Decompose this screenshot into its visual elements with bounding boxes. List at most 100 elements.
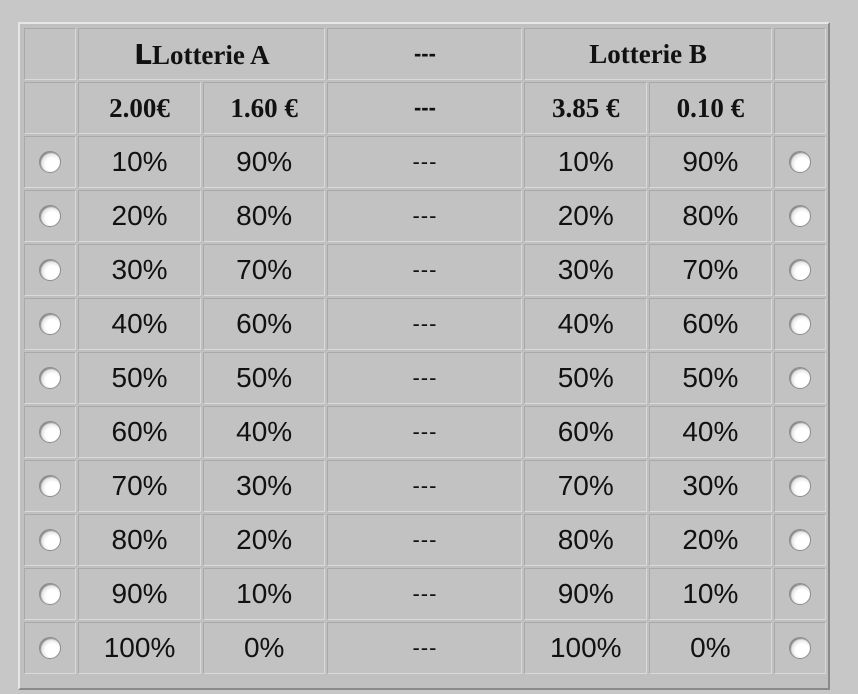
radio-choose-lottery-b[interactable] xyxy=(788,529,811,551)
radio-cell-a xyxy=(24,406,77,458)
lottery-a-prob-high: 40% xyxy=(78,298,201,350)
radio-choose-lottery-b[interactable] xyxy=(788,313,811,335)
lottery-a-prob-low: 20% xyxy=(202,514,326,566)
radio-choose-lottery-a[interactable] xyxy=(39,205,62,227)
lottery-a-prob-low: 80% xyxy=(202,190,326,242)
row-separator: --- xyxy=(327,514,523,566)
radio-choose-lottery-a[interactable] xyxy=(39,637,62,659)
lottery-a-title: Lotterie A xyxy=(151,39,270,70)
header-row-payoffs: 2.00€ 1.60 € --- 3.85 € 0.10 € xyxy=(24,82,826,134)
radio-choose-lottery-a[interactable] xyxy=(39,151,62,173)
lottery-b-prob-low: 10% xyxy=(649,568,772,620)
lottery-b-prob-low: 40% xyxy=(649,406,772,458)
radio-choose-lottery-a[interactable] xyxy=(39,259,62,281)
lottery-a-prob-high: 60% xyxy=(78,406,201,458)
lottery-b-prob-high: 40% xyxy=(524,298,648,350)
row-separator: --- xyxy=(327,136,523,188)
radio-cell-b xyxy=(773,568,826,620)
radio-cell-a xyxy=(24,514,77,566)
row-separator: --- xyxy=(327,244,523,296)
lottery-b-prob-low: 90% xyxy=(649,136,772,188)
row-separator: --- xyxy=(327,568,523,620)
radio-cell-a xyxy=(24,136,77,188)
table-row: 20% 80% --- 20% 80% xyxy=(24,190,826,242)
lottery-b-prob-low: 0% xyxy=(649,622,772,674)
radio-cell-a xyxy=(24,298,77,350)
table-row: 10% 90% --- 10% 90% xyxy=(24,136,826,188)
lottery-b-prob-low: 80% xyxy=(649,190,772,242)
lottery-a-prob-low: 10% xyxy=(202,568,326,620)
table-body: LLotterie A --- Lotterie B 2.00€ 1.60 € … xyxy=(24,28,826,674)
header-empty-left xyxy=(24,28,77,80)
radio-cell-a xyxy=(24,460,77,512)
lottery-a-prob-high: 70% xyxy=(78,460,201,512)
radio-cell-b xyxy=(773,190,826,242)
payoff-empty-right xyxy=(773,82,826,134)
lottery-a-prob-low: 40% xyxy=(202,406,326,458)
lottery-a-prob-low: 70% xyxy=(202,244,326,296)
radio-choose-lottery-b[interactable] xyxy=(788,259,811,281)
row-separator: --- xyxy=(327,460,523,512)
lottery-b-prob-high: 70% xyxy=(524,460,648,512)
lottery-a-prob-low: 90% xyxy=(202,136,326,188)
radio-cell-b xyxy=(773,460,826,512)
lottery-a-prob-high: 50% xyxy=(78,352,201,404)
table-row: 40% 60% --- 40% 60% xyxy=(24,298,826,350)
radio-cell-b xyxy=(773,622,826,674)
lottery-a-prob-high: 90% xyxy=(78,568,201,620)
lottery-a-prob-low: 0% xyxy=(202,622,326,674)
lottery-a-low-payoff: 1.60 € xyxy=(202,82,326,134)
radio-cell-a xyxy=(24,352,77,404)
lottery-a-prob-high: 80% xyxy=(78,514,201,566)
radio-choose-lottery-b[interactable] xyxy=(788,205,811,227)
lottery-a-prob-high: 10% xyxy=(78,136,201,188)
radio-cell-b xyxy=(773,136,826,188)
lottery-b-title: Lotterie B xyxy=(524,28,772,80)
radio-choose-lottery-a[interactable] xyxy=(39,367,62,389)
radio-choose-lottery-b[interactable] xyxy=(788,151,811,173)
radio-choose-lottery-a[interactable] xyxy=(39,529,62,551)
radio-choose-lottery-a[interactable] xyxy=(39,583,62,605)
radio-choose-lottery-b[interactable] xyxy=(788,367,811,389)
lottery-b-prob-high: 50% xyxy=(524,352,648,404)
lottery-b-prob-low: 70% xyxy=(649,244,772,296)
lottery-b-prob-low: 20% xyxy=(649,514,772,566)
radio-choose-lottery-b[interactable] xyxy=(788,421,811,443)
radio-cell-a xyxy=(24,244,77,296)
lottery-b-prob-high: 90% xyxy=(524,568,648,620)
header-row-titles: LLotterie A --- Lotterie B xyxy=(24,28,826,80)
lottery-b-prob-high: 60% xyxy=(524,406,648,458)
radio-choose-lottery-b[interactable] xyxy=(788,637,811,659)
table-row: 80% 20% --- 80% 20% xyxy=(24,514,826,566)
row-separator: --- xyxy=(327,406,523,458)
lottery-a-high-payoff: 2.00€ xyxy=(78,82,201,134)
table-row: 100% 0% --- 100% 0% xyxy=(24,622,826,674)
lottery-b-prob-low: 30% xyxy=(649,460,772,512)
lottery-a-title-cell: LLotterie A xyxy=(78,28,326,80)
radio-choose-lottery-b[interactable] xyxy=(788,583,811,605)
table-row: 50% 50% --- 50% 50% xyxy=(24,352,826,404)
lottery-choice-table: LLotterie A --- Lotterie B 2.00€ 1.60 € … xyxy=(22,26,828,676)
radio-choose-lottery-a[interactable] xyxy=(39,421,62,443)
header-empty-right xyxy=(773,28,826,80)
radio-choose-lottery-a[interactable] xyxy=(39,475,62,497)
lottery-a-prob-high: 100% xyxy=(78,622,201,674)
lottery-b-prob-high: 10% xyxy=(524,136,648,188)
table-row: 30% 70% --- 30% 70% xyxy=(24,244,826,296)
lottery-a-prob-low: 30% xyxy=(202,460,326,512)
radio-choose-lottery-b[interactable] xyxy=(788,475,811,497)
radio-cell-b xyxy=(773,298,826,350)
payoff-separator: --- xyxy=(327,82,523,134)
lottery-b-high-payoff: 3.85 € xyxy=(524,82,648,134)
header-separator: --- xyxy=(327,28,523,80)
radio-choose-lottery-a[interactable] xyxy=(39,313,62,335)
radio-cell-b xyxy=(773,514,826,566)
lottery-a-prob-low: 50% xyxy=(202,352,326,404)
lottery-b-prob-low: 60% xyxy=(649,298,772,350)
lottery-a-prob-high: 30% xyxy=(78,244,201,296)
row-separator: --- xyxy=(327,352,523,404)
radio-cell-a xyxy=(24,190,77,242)
row-separator: --- xyxy=(327,622,523,674)
table-row: 70% 30% --- 70% 30% xyxy=(24,460,826,512)
lottery-b-low-payoff: 0.10 € xyxy=(649,82,772,134)
